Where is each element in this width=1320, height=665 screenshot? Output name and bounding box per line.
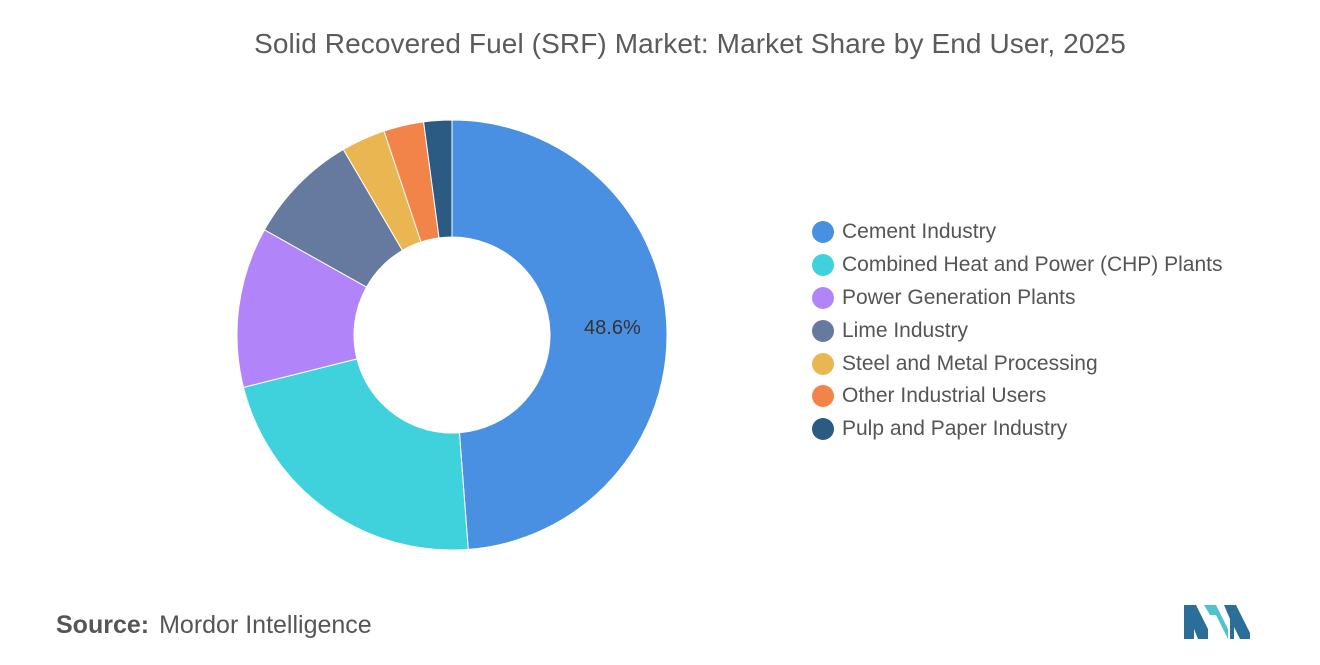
legend-swatch: [812, 221, 834, 244]
legend-item: Other Industrial Users: [812, 380, 1223, 413]
source-text: Mordor Intelligence: [159, 611, 372, 639]
legend-swatch: [812, 418, 834, 441]
legend-label: Lime Industry: [842, 318, 969, 342]
mordor-intelligence-logo-icon: [1184, 605, 1250, 639]
legend-item: Power Generation Plants: [812, 282, 1223, 315]
legend-item: Combined Heat and Power (CHP) Plants: [812, 249, 1223, 282]
legend-item: Lime Industry: [812, 314, 1223, 347]
legend-swatch: [812, 385, 834, 408]
donut-slices: [236, 119, 668, 551]
donut-data-labels: 48.6%: [584, 317, 641, 339]
data-label-0: 48.6%: [584, 317, 641, 339]
legend-swatch: [812, 286, 834, 309]
legend-item: Pulp and Paper Industry: [812, 413, 1223, 446]
legend-label: Combined Heat and Power (CHP) Plants: [842, 253, 1223, 277]
slice-pulp-and-paper-industry: [423, 119, 453, 239]
legend-label: Pulp and Paper Industry: [842, 417, 1068, 441]
legend-label: Other Industrial Users: [842, 384, 1047, 408]
source-note: Source: Mordor Intelligence: [56, 611, 372, 640]
legend-swatch: [812, 254, 834, 277]
chart-legend: Cement Industry Combined Heat and Power (…: [812, 216, 1223, 446]
legend-label: Steel and Metal Processing: [842, 351, 1098, 375]
legend-label: Cement Industry: [842, 220, 997, 244]
slice-cement-industry: [451, 119, 668, 550]
legend-item: Steel and Metal Processing: [812, 347, 1223, 380]
source-label: Source:: [56, 611, 150, 639]
legend-swatch: [812, 319, 834, 342]
slice-combined-heat-and-power-chp-plants: [242, 358, 469, 551]
chart-title: Solid Recovered Fuel (SRF) Market: Marke…: [254, 28, 1126, 59]
legend-label: Power Generation Plants: [842, 285, 1076, 309]
legend-swatch: [812, 352, 834, 375]
legend-item: Cement Industry: [812, 216, 1223, 249]
